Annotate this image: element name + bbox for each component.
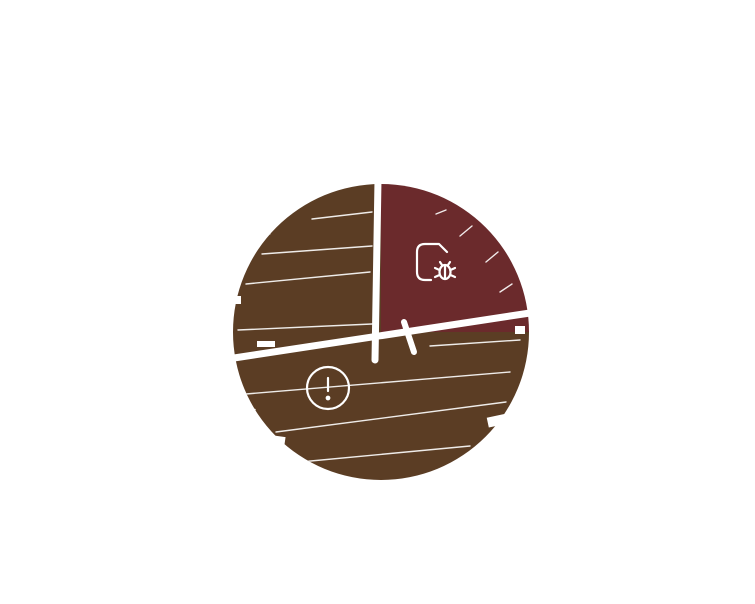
- hachure-streaks: [237, 209, 521, 463]
- pie-slice-shape: [381, 184, 529, 332]
- pie-slice-2: [233, 184, 529, 480]
- alert-circle-icon: [305, 365, 351, 411]
- slice-separators: [230, 176, 534, 364]
- pie-slice-shape: [233, 184, 529, 480]
- rough-edges: [231, 179, 525, 490]
- pie-slice-1: [381, 184, 529, 332]
- file-bug-icon: [415, 242, 457, 282]
- pie-slices: [231, 179, 529, 490]
